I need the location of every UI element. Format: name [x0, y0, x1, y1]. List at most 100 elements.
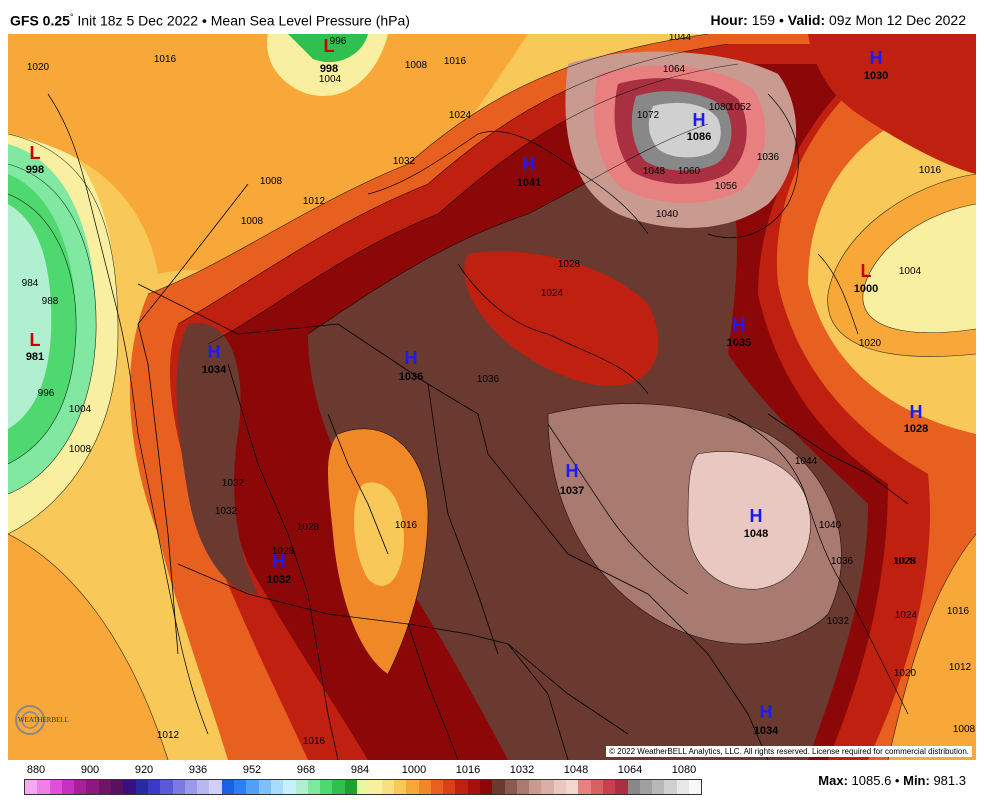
legend-swatch — [443, 780, 456, 794]
legend-swatch — [49, 780, 62, 794]
isobar-label: 996 — [38, 388, 55, 399]
low-value: 981 — [26, 351, 44, 363]
weatherbell-logo: WEATHERBELL — [12, 700, 72, 740]
legend-swatch — [418, 780, 431, 794]
isobar-label: 1020 — [859, 338, 882, 349]
legend-tick: 968 — [296, 764, 316, 776]
isobar-label: 988 — [42, 296, 59, 307]
isobar-label: 1004 — [69, 404, 92, 415]
init-time: Init 18z 5 Dec 2022 — [77, 12, 199, 29]
isobar-label: 1060 — [678, 166, 701, 177]
high-value: 1034 — [202, 364, 227, 376]
low-marker: L — [30, 143, 41, 163]
political-borders — [137, 183, 909, 760]
field-1012-sw — [8, 534, 168, 760]
isobar-label: 984 — [22, 278, 39, 289]
legend-tick: 936 — [188, 764, 208, 776]
coastlines — [47, 93, 909, 735]
isobar-label: 1020 — [894, 668, 917, 679]
header: GFS 0.25° Init 18z 5 Dec 2022 • Mean Sea… — [0, 0, 984, 34]
valid-value: 09z Mon 12 Dec 2022 — [829, 12, 966, 28]
high-value: 1048 — [744, 528, 768, 540]
isobar-label: 1008 — [241, 216, 264, 227]
legend-swatch — [295, 780, 308, 794]
max-label: Max: — [818, 773, 848, 788]
copyright-credit: © 2022 WeatherBELL Analytics, LLC. All r… — [606, 746, 972, 757]
high-value: 1036 — [399, 371, 423, 383]
legend-swatch — [25, 780, 38, 794]
field-1012-se — [888, 534, 976, 760]
high-value: 1030 — [864, 70, 888, 82]
legend-swatch — [307, 780, 321, 794]
low-marker: L — [861, 261, 872, 281]
isobar-label: 1036 — [831, 556, 854, 567]
legend-swatch — [369, 780, 382, 794]
isobar-label: 1028 — [272, 546, 295, 557]
legend-swatch — [234, 780, 247, 794]
isobar-label: 1012 — [303, 196, 326, 207]
isobar-label: 1032 — [827, 616, 850, 627]
legend-swatch — [479, 780, 493, 794]
legend-tick: 1064 — [617, 764, 643, 776]
isobar-label: 1044 — [795, 456, 818, 467]
legend-swatch — [467, 780, 480, 794]
legend-tick: 1080 — [671, 764, 697, 776]
legend-swatch — [258, 780, 271, 794]
isobar-label: 1024 — [541, 288, 564, 299]
legend-swatch — [246, 780, 259, 794]
legend-swatch — [492, 780, 505, 794]
field-996-north — [288, 34, 368, 63]
high-marker: H — [693, 110, 706, 130]
isobar-label: 1036 — [757, 152, 780, 163]
isobar-label: 1016 — [919, 165, 942, 176]
legend-swatch — [111, 780, 124, 794]
isobar-label: 1024 — [895, 610, 918, 621]
legend-swatch — [172, 780, 185, 794]
high-value: 1032 — [267, 574, 291, 586]
product-name: Mean Sea Level Pressure (hPa) — [210, 12, 410, 29]
legend-swatch — [393, 780, 407, 794]
pressure-systems: L 998 L 998 L 981 L 1000 H 1030 H 1086 H… — [26, 36, 928, 737]
isobar-label: 1012 — [949, 662, 972, 673]
high-value: 1037 — [560, 485, 584, 497]
min-value: 981.3 — [933, 773, 966, 788]
high-value: 1028 — [904, 423, 928, 435]
high-marker: H — [750, 506, 763, 526]
isobar-label: 1024 — [449, 110, 472, 121]
field-1012-south — [353, 482, 404, 586]
field-1080 — [648, 102, 721, 158]
isobar-label: 1044 — [669, 34, 692, 43]
valid-separator: • — [778, 12, 784, 28]
field-1032-west — [176, 322, 258, 594]
isobar-label: 1028 — [558, 259, 581, 270]
legend-swatch — [652, 780, 665, 794]
isobar-labels: 1020 1016 996 1004 1008 1016 1024 1044 1… — [22, 34, 976, 747]
min-label: Min: — [903, 773, 930, 788]
legend-labels: 880 900 920 936 952 968 984 1000 1016 1032 1048 106… — [24, 764, 704, 778]
legend-tick: 1000 — [401, 764, 427, 776]
isobar-label: 1004 — [899, 266, 922, 277]
legend-swatch — [320, 780, 333, 794]
high-marker: H — [273, 551, 286, 571]
valid-label: Valid: — [787, 12, 826, 28]
isobar-label: 1032 — [222, 478, 245, 489]
isobar-label: 1036 — [477, 374, 500, 385]
pressure-map: L 998 L 998 L 981 L 1000 H 1030 H 1086 H… — [8, 34, 976, 760]
legend-swatch — [455, 780, 468, 794]
isobar-label: 1016 — [444, 56, 467, 67]
legend-swatch — [184, 780, 198, 794]
isobar-label: 1004 — [319, 74, 342, 85]
legend-tick: 952 — [242, 764, 262, 776]
legend-swatch — [209, 780, 222, 794]
model-name: GFS 0.25 — [10, 12, 70, 29]
max-min-readout: Max: 1085.6 • Min: 981.3 — [818, 773, 966, 788]
legend-swatch — [283, 780, 296, 794]
color-legend: 880 900 920 936 952 968 984 1000 1016 1032 1048 106… — [24, 764, 704, 804]
hour-value: 159 — [751, 12, 776, 28]
isobar-label: 1040 — [819, 520, 842, 531]
legend-swatch — [37, 780, 50, 794]
legend-swatch — [553, 780, 567, 794]
isobar-label: 1008 — [405, 60, 428, 71]
legend-tick: 1032 — [509, 764, 535, 776]
isobar-label: 1016 — [154, 54, 177, 65]
